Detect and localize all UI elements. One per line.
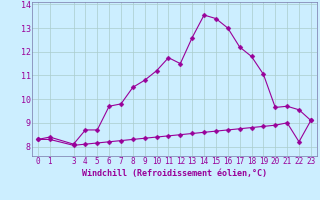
X-axis label: Windchill (Refroidissement éolien,°C): Windchill (Refroidissement éolien,°C) [82,169,267,178]
